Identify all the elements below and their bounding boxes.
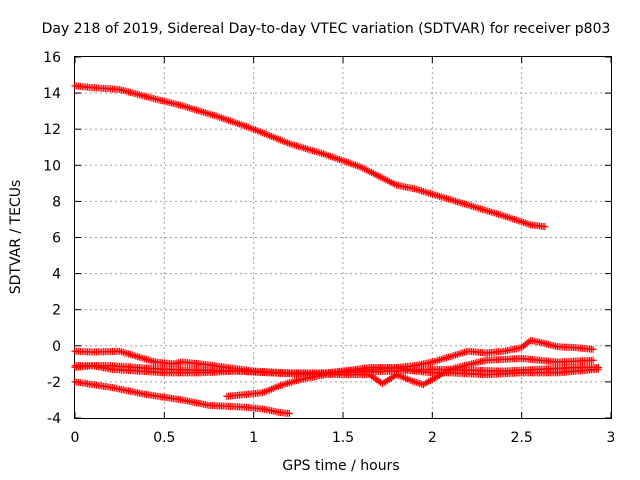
y-tick-label: 10 <box>43 158 61 174</box>
data-point <box>518 218 526 226</box>
data-point <box>502 212 510 220</box>
plot-frame <box>74 56 612 419</box>
y-tick-label: 2 <box>52 303 61 319</box>
ticks-layer: 0 0.5 1 1.5 2 2.5 3 -4 -2 0 2 4 6 8 10 12 14 16 <box>43 50 615 446</box>
chart-title: Day 218 of 2019, Sidereal Day-to-day VTE… <box>42 21 611 37</box>
data-point <box>519 218 527 226</box>
data-point <box>589 356 597 364</box>
data-point <box>505 214 513 222</box>
data-point <box>507 214 515 222</box>
y-tick-label: 12 <box>43 122 61 138</box>
data-point <box>589 345 597 353</box>
data-point <box>523 220 531 228</box>
data-series <box>71 82 549 231</box>
y-tick-label: 4 <box>52 267 61 283</box>
x-tick-label: 1 <box>249 430 258 446</box>
y-axis-label: SDTVAR / TECUs <box>8 180 24 295</box>
data-point <box>541 223 549 231</box>
x-tick-label: 2.5 <box>511 430 533 446</box>
data-layer <box>71 82 602 417</box>
y-tick-label: -4 <box>47 411 61 427</box>
data-point <box>594 365 602 373</box>
x-tick-label: 1.5 <box>332 430 354 446</box>
y-tick-label: 16 <box>43 50 61 66</box>
data-series <box>223 336 597 400</box>
y-tick-label: -2 <box>47 375 61 391</box>
data-point <box>511 215 519 223</box>
y-tick-label: 14 <box>43 86 61 102</box>
data-series <box>71 354 597 389</box>
y-tick-label: 6 <box>52 231 61 247</box>
data-point <box>512 216 520 224</box>
data-point <box>516 217 524 225</box>
x-tick-label: 3 <box>607 430 616 446</box>
data-point <box>521 219 529 227</box>
data-point <box>500 212 508 220</box>
y-tick-label: 8 <box>52 194 61 210</box>
x-tick-label: 0.5 <box>153 430 175 446</box>
x-tick-label: 0 <box>71 430 80 446</box>
x-tick-label: 2 <box>428 430 437 446</box>
data-point <box>525 220 533 228</box>
data-point <box>285 409 293 417</box>
data-series <box>71 378 293 417</box>
x-axis-label: GPS time / hours <box>282 458 399 474</box>
y-tick-label: 0 <box>52 339 61 355</box>
data-point <box>503 213 511 221</box>
data-point <box>514 217 522 225</box>
data-point <box>509 215 517 223</box>
